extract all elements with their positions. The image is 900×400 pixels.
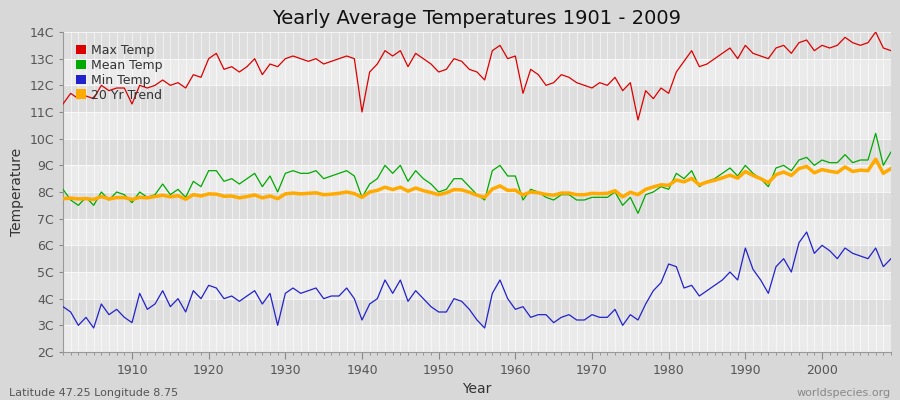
Bar [63, 165, 891, 192]
Bar [63, 112, 891, 139]
Bar [63, 272, 891, 299]
Bar [63, 299, 891, 325]
Y-axis label: Temperature: Temperature [10, 148, 23, 236]
Title: Yearly Average Temperatures 1901 - 2009: Yearly Average Temperatures 1901 - 2009 [273, 9, 681, 28]
Text: worldspecies.org: worldspecies.org [796, 388, 891, 398]
Bar [63, 192, 891, 219]
Bar [63, 325, 891, 352]
Bar [63, 32, 891, 59]
Bar [63, 139, 891, 165]
Bar [63, 245, 891, 272]
Bar [63, 59, 891, 85]
X-axis label: Year: Year [463, 382, 491, 396]
Bar [63, 85, 891, 112]
Legend: Max Temp, Mean Temp, Min Temp, 20 Yr Trend: Max Temp, Mean Temp, Min Temp, 20 Yr Tre… [74, 42, 165, 104]
Bar [63, 219, 891, 245]
Text: Latitude 47.25 Longitude 8.75: Latitude 47.25 Longitude 8.75 [9, 388, 178, 398]
